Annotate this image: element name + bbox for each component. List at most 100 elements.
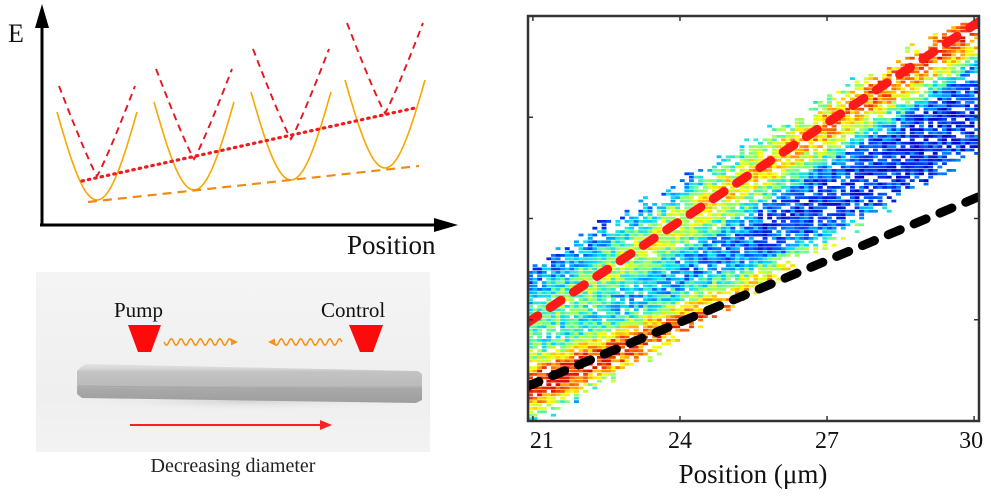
heatmap-cell <box>546 386 552 390</box>
heatmap-cell <box>689 192 694 196</box>
heatmap-cell <box>845 111 851 114</box>
heatmap-cell <box>891 138 897 142</box>
heatmap-cell <box>537 274 543 278</box>
heatmap-cell <box>932 104 938 108</box>
heatmap-cell <box>955 111 961 114</box>
heatmap-cell <box>831 220 837 223</box>
heatmap-cell <box>969 135 975 138</box>
heatmap-cell <box>675 260 681 264</box>
heatmap-cell <box>721 179 727 182</box>
heatmap-cell <box>629 281 635 284</box>
heatmap-cell <box>610 250 616 254</box>
heatmap-cell <box>955 138 961 142</box>
heatmap-cell <box>712 220 717 223</box>
heatmap-cell <box>541 305 547 308</box>
heatmap-cell <box>753 247 759 250</box>
heatmap-cell <box>748 223 754 227</box>
heatmap-cell <box>739 233 745 237</box>
heatmap-cell <box>850 145 855 148</box>
heatmap-cell <box>689 301 694 305</box>
heatmap-cell <box>799 165 805 169</box>
heatmap-cell <box>615 267 621 271</box>
heatmap-cell <box>643 216 648 220</box>
heatmap-cell <box>592 342 598 346</box>
heatmap-cell <box>905 107 911 111</box>
heatmap-cell <box>827 196 832 199</box>
heatmap-cell <box>647 288 653 291</box>
heatmap-cell <box>969 63 975 67</box>
heatmap-cell <box>909 56 915 60</box>
heatmap-cell <box>854 203 860 206</box>
heatmap-cell <box>868 73 874 77</box>
heatmap-cell <box>753 192 759 196</box>
heatmap-cell <box>707 274 713 278</box>
heatmap-cell <box>799 250 805 254</box>
heatmap-cell <box>923 118 929 121</box>
heatmap-cell <box>790 230 796 233</box>
heatmap-cell <box>771 223 777 227</box>
heatmap-cell <box>569 335 575 339</box>
heatmap-cell <box>781 165 786 169</box>
heatmap-cell <box>836 155 842 159</box>
heatmap-cell <box>564 349 570 352</box>
heatmap-cell <box>781 124 786 128</box>
heatmap-cell <box>712 186 717 189</box>
heatmap-cell <box>955 128 961 131</box>
heatmap-cell <box>675 206 681 210</box>
heatmap-cell <box>753 189 759 193</box>
heatmap-cell <box>597 373 602 376</box>
heatmap-cell <box>863 206 869 210</box>
heatmap-cell <box>932 141 938 145</box>
heatmap-cell <box>670 267 676 271</box>
heatmap-cell <box>794 138 800 142</box>
heatmap-cell <box>827 141 832 145</box>
heatmap-cell <box>799 189 805 193</box>
heatmap-cell <box>716 284 722 288</box>
heatmap-cell <box>555 277 561 281</box>
heatmap-cell <box>804 247 809 250</box>
heatmap-cell <box>776 223 782 227</box>
heatmap-cell <box>932 87 938 91</box>
heatmap-cell <box>583 247 589 250</box>
heatmap-cell <box>610 277 616 281</box>
heatmap-cell <box>546 311 552 315</box>
heatmap-cell <box>868 182 874 186</box>
heatmap-cell <box>827 175 832 179</box>
heatmap-cell <box>652 264 658 267</box>
heatmap-cell <box>666 240 671 244</box>
heatmap-cell <box>702 220 708 223</box>
heatmap-cell <box>560 284 566 288</box>
heatmap-cell <box>923 162 929 165</box>
heatmap-cell <box>652 230 658 233</box>
heatmap-cell <box>679 257 685 261</box>
heatmap-cell <box>762 138 768 142</box>
heatmap-cell <box>528 339 533 342</box>
heatmap-cell <box>647 308 653 312</box>
heatmap-cell <box>877 135 883 138</box>
heatmap-cell <box>675 311 681 315</box>
heatmap-cell <box>735 284 740 288</box>
heatmap-cell <box>873 182 878 186</box>
heatmap-cell <box>794 179 800 182</box>
heatmap-cell <box>656 339 662 342</box>
heatmap-cell <box>928 121 934 125</box>
heatmap-cell <box>748 233 754 237</box>
heatmap-cell <box>546 267 552 271</box>
heatmap-cell <box>666 301 671 305</box>
heatmap-cell <box>776 277 782 281</box>
heatmap-cell <box>689 189 694 193</box>
heatmap-cell <box>762 199 768 203</box>
heatmap-cell <box>601 373 607 376</box>
heatmap-cell <box>905 172 911 176</box>
heatmap-cell <box>555 342 561 346</box>
heatmap-cell <box>942 172 947 176</box>
heatmap-cell <box>532 322 538 325</box>
heatmap-cell <box>909 90 915 94</box>
heatmap-cell <box>730 271 736 274</box>
heatmap-cell <box>721 281 727 284</box>
heatmap-cell <box>965 138 970 142</box>
heatmap-cell <box>955 145 961 148</box>
heatmap-cell <box>781 186 786 189</box>
heatmap-cell <box>744 209 750 213</box>
heatmap-cell <box>661 315 667 318</box>
